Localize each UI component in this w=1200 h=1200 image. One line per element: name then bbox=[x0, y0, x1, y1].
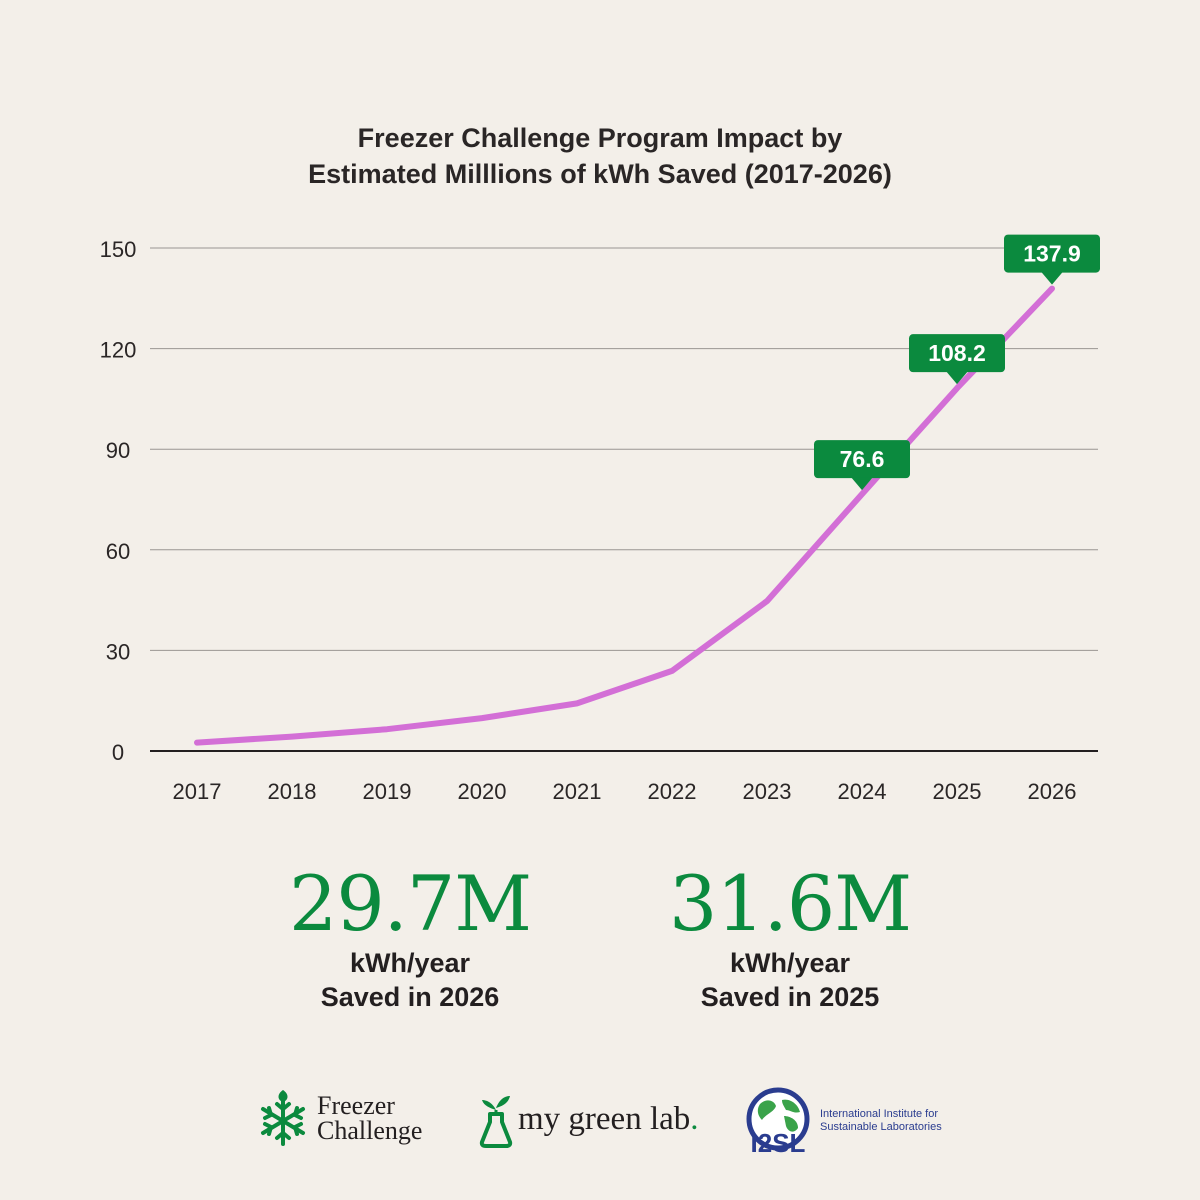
i2sl-line-2: Sustainable Laboratories bbox=[820, 1121, 942, 1133]
series-line bbox=[194, 285, 1055, 746]
callout-box bbox=[909, 334, 1005, 373]
data-label-callout: 137.9 bbox=[1004, 234, 1100, 285]
stat-value: 29.7M bbox=[288, 859, 532, 948]
data-label: 108.2 bbox=[928, 340, 986, 366]
stat-unit: kWh/year bbox=[729, 948, 851, 978]
x-tick-label: 2025 bbox=[933, 779, 982, 804]
x-tick-label: 2022 bbox=[648, 779, 697, 804]
x-tick-label: 2018 bbox=[268, 779, 317, 804]
stat-description: Saved in 2026 bbox=[320, 982, 500, 1012]
y-tick-label: 120 bbox=[100, 338, 137, 363]
i2sl-line-1: International Institute for bbox=[820, 1108, 939, 1120]
chart-title-line-2: Estimated Milllions of kWh Saved (2017-2… bbox=[308, 159, 892, 189]
snowflake-leaf-icon bbox=[261, 1090, 305, 1146]
y-tick-label: 0 bbox=[112, 740, 124, 765]
flask-sprout-icon bbox=[479, 1096, 513, 1148]
callout-pointer bbox=[946, 371, 968, 385]
chart-title-line-1: Freezer Challenge Program Impact by bbox=[357, 123, 843, 153]
i2sl-abbreviation: I2SL bbox=[751, 1128, 806, 1156]
x-tick-label: 2019 bbox=[363, 779, 412, 804]
stat-2025: 31.6M kWh/year Saved in 2025 bbox=[590, 862, 990, 1014]
x-tick-label: 2020 bbox=[458, 779, 507, 804]
x-tick-label: 2023 bbox=[743, 779, 792, 804]
callout-pointer bbox=[1041, 271, 1063, 285]
freezer-challenge-logo: Freezer Challenge bbox=[255, 1088, 422, 1148]
my-green-lab-dot: . bbox=[690, 1100, 699, 1137]
chart-title: Freezer Challenge Program Impact by Esti… bbox=[0, 120, 1200, 192]
data-label-callout: 108.2 bbox=[909, 334, 1005, 385]
data-label: 137.9 bbox=[1023, 241, 1081, 267]
y-tick-label: 90 bbox=[106, 438, 130, 463]
callout-pointer bbox=[851, 477, 873, 491]
line-chart: 0 30 60 90 120 150 2017 2018 2019 2020 2021 2022 202… bbox=[100, 234, 1100, 804]
my-green-lab-wordmark: my green lab bbox=[518, 1100, 691, 1137]
i2sl-logo: I2SL International Institute for Sustain… bbox=[740, 1086, 942, 1156]
stat-value: 31.6M bbox=[668, 859, 912, 948]
y-tick-label: 60 bbox=[106, 539, 130, 564]
callout-box bbox=[1004, 234, 1100, 273]
x-tick-label: 2021 bbox=[553, 779, 602, 804]
freezer-challenge-line-2: Challenge bbox=[317, 1116, 423, 1145]
freezer-challenge-line-1: Freezer bbox=[317, 1091, 395, 1120]
callout-box bbox=[814, 440, 910, 479]
my-green-lab-logo: my green lab. bbox=[478, 1090, 699, 1148]
globe-icon: I2SL bbox=[746, 1087, 810, 1156]
data-label-callout: 76.6 bbox=[814, 440, 910, 491]
stat-unit: kWh/year bbox=[349, 948, 471, 978]
x-tick-label: 2017 bbox=[173, 779, 222, 804]
x-tick-label: 2026 bbox=[1028, 779, 1077, 804]
y-tick-label: 150 bbox=[100, 237, 137, 262]
data-label: 76.6 bbox=[840, 446, 885, 472]
y-tick-label: 30 bbox=[106, 639, 130, 664]
stat-2026: 29.7M kWh/year Saved in 2026 bbox=[210, 862, 610, 1014]
x-tick-label: 2024 bbox=[838, 779, 887, 804]
stat-description: Saved in 2025 bbox=[700, 982, 880, 1012]
partner-logos: Freezer Challenge my green lab. I2SL Int… bbox=[0, 1080, 1200, 1160]
